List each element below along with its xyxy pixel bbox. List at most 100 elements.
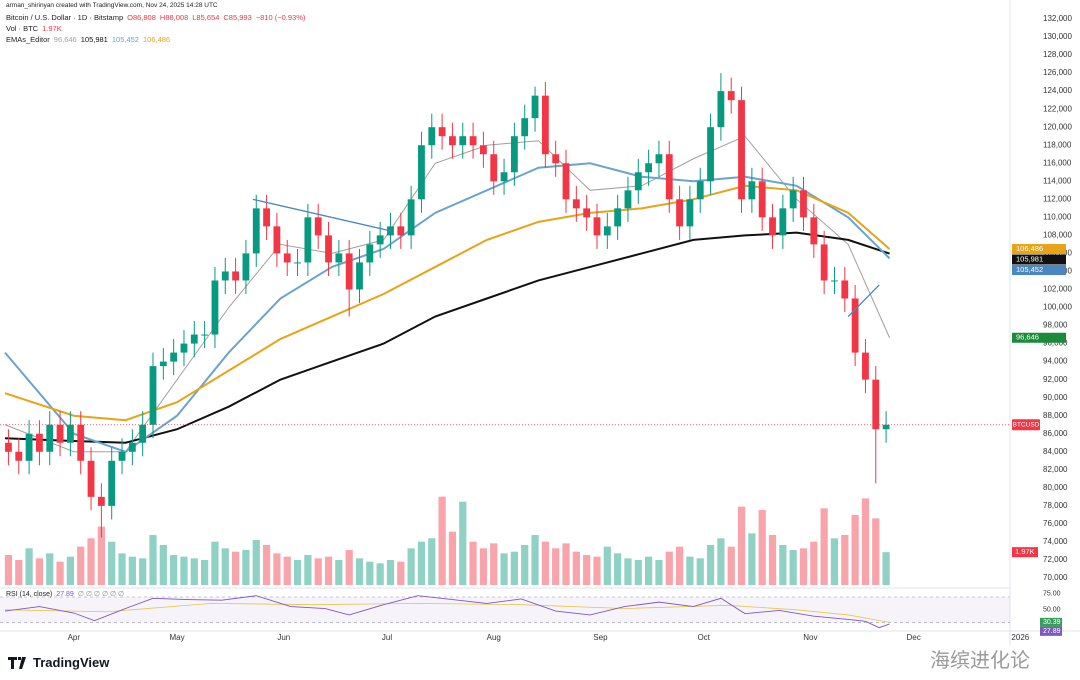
volume-bar [655, 560, 663, 585]
candle-body [25, 433, 33, 461]
volume-bar [180, 556, 188, 585]
candle-body [407, 199, 415, 236]
candle-body [541, 95, 549, 155]
candle-body [510, 136, 518, 173]
volume-bar [882, 552, 890, 585]
volume-title: Vol · BTC [6, 24, 39, 33]
y-tick-label: 132,000 [1043, 14, 1072, 23]
candle-body [232, 271, 240, 281]
volume-bar [768, 535, 777, 585]
volume-bar [97, 526, 105, 585]
y-tick-label: 108,000 [1043, 230, 1072, 239]
candle-body [314, 217, 322, 236]
y-tick-label: 110,000 [1043, 212, 1072, 221]
volume-bar [438, 496, 446, 585]
volume-bar [572, 551, 580, 585]
volume-bar [541, 541, 549, 585]
candle-body [882, 424, 890, 430]
x-tick-label: Nov [803, 633, 817, 642]
author-line: arman_shirinyan created with TradingView… [6, 2, 222, 9]
y-tick-label: 128,000 [1043, 50, 1072, 59]
trendline [847, 284, 880, 317]
volume-value: 1.97K [42, 24, 62, 33]
y-tick-label: 118,000 [1043, 140, 1072, 149]
candle-body [490, 154, 498, 182]
y-tick-label: 102,000 [1043, 285, 1072, 294]
candle-body [438, 127, 446, 137]
volume-bar [56, 561, 64, 585]
candle-body [769, 217, 776, 236]
candle-body [779, 208, 787, 236]
volume-bar [459, 501, 467, 585]
volume-bar [118, 553, 126, 585]
y-tick-label: 90,000 [1043, 393, 1068, 402]
candle-body [36, 433, 43, 452]
volume-bar [521, 545, 529, 585]
author: arman_shirinyan created with TradingView… [6, 2, 218, 9]
volume-bar [87, 538, 95, 585]
y-tick-label: 84,000 [1043, 447, 1068, 456]
candle-body [180, 343, 188, 353]
ema-value: 96,646 [53, 35, 77, 44]
rsi-value: 27.89 [56, 591, 74, 598]
volume-bar [170, 555, 178, 585]
candle-body [201, 334, 209, 336]
candle-body [376, 235, 384, 245]
volume-bar [262, 545, 271, 585]
x-tick-label: Dec [907, 633, 921, 642]
volume-bar [841, 535, 849, 585]
candle-body [128, 442, 136, 452]
candle-body [325, 235, 332, 263]
rsi-value-box [1040, 626, 1062, 636]
candle-body [614, 208, 622, 227]
candle-body [810, 217, 818, 245]
volume-bar [128, 556, 136, 585]
candle-body [717, 91, 725, 128]
candle-body [242, 253, 250, 281]
candle-body [738, 100, 745, 200]
volume-bar [789, 550, 797, 585]
volume-bar [727, 546, 735, 585]
candle-body [851, 298, 859, 353]
volume-bar [830, 538, 839, 585]
rsi-line: RSI (14, close) 27.89 ∅ ∅ ∅ ∅ ∅ ∅ [6, 590, 128, 598]
candle-body [583, 208, 591, 218]
volume-bar [304, 555, 312, 585]
candle-body [449, 136, 456, 146]
candle-body [800, 190, 807, 218]
ema-title: EMAs_Editor [6, 35, 50, 44]
ema-value-label: 96,646 [1016, 333, 1039, 342]
rsi-title: RSI (14, close) [6, 591, 53, 598]
volume-bar [77, 546, 85, 585]
symbol: Bitcoin / U.S. Dollar · 1D · Bitstamp [6, 13, 124, 22]
x-tick-label: Sep [593, 633, 608, 642]
volume-bar [500, 553, 508, 585]
candle-body [56, 424, 64, 443]
volume-bar [758, 510, 766, 585]
candle-body [562, 163, 570, 200]
volume-bar [510, 551, 518, 585]
ema-line: EMAs_Editor 96,646 105,981 105,452 106,486 [6, 35, 174, 44]
rsi-line [4, 595, 890, 629]
candle-body [572, 199, 580, 209]
volume-bar [614, 553, 622, 585]
candle-body [252, 208, 260, 254]
candle-body [820, 244, 828, 281]
candle-body [789, 190, 797, 209]
volume-bar [820, 508, 828, 585]
ema-value-label: 106,486 [1016, 244, 1043, 253]
candle-body [634, 172, 642, 191]
candle-body [593, 217, 601, 236]
volume-bar [417, 541, 426, 585]
volume-bar [644, 556, 653, 585]
volume-bar [706, 545, 715, 585]
volume-bar [779, 545, 787, 585]
y-tick-label: 80,000 [1043, 483, 1068, 492]
candle-body [686, 199, 694, 227]
rsi-value-label: 27.89 [1043, 628, 1061, 635]
volume-bar [675, 546, 684, 585]
volume-bar [397, 561, 405, 585]
volume-bar [686, 556, 694, 585]
